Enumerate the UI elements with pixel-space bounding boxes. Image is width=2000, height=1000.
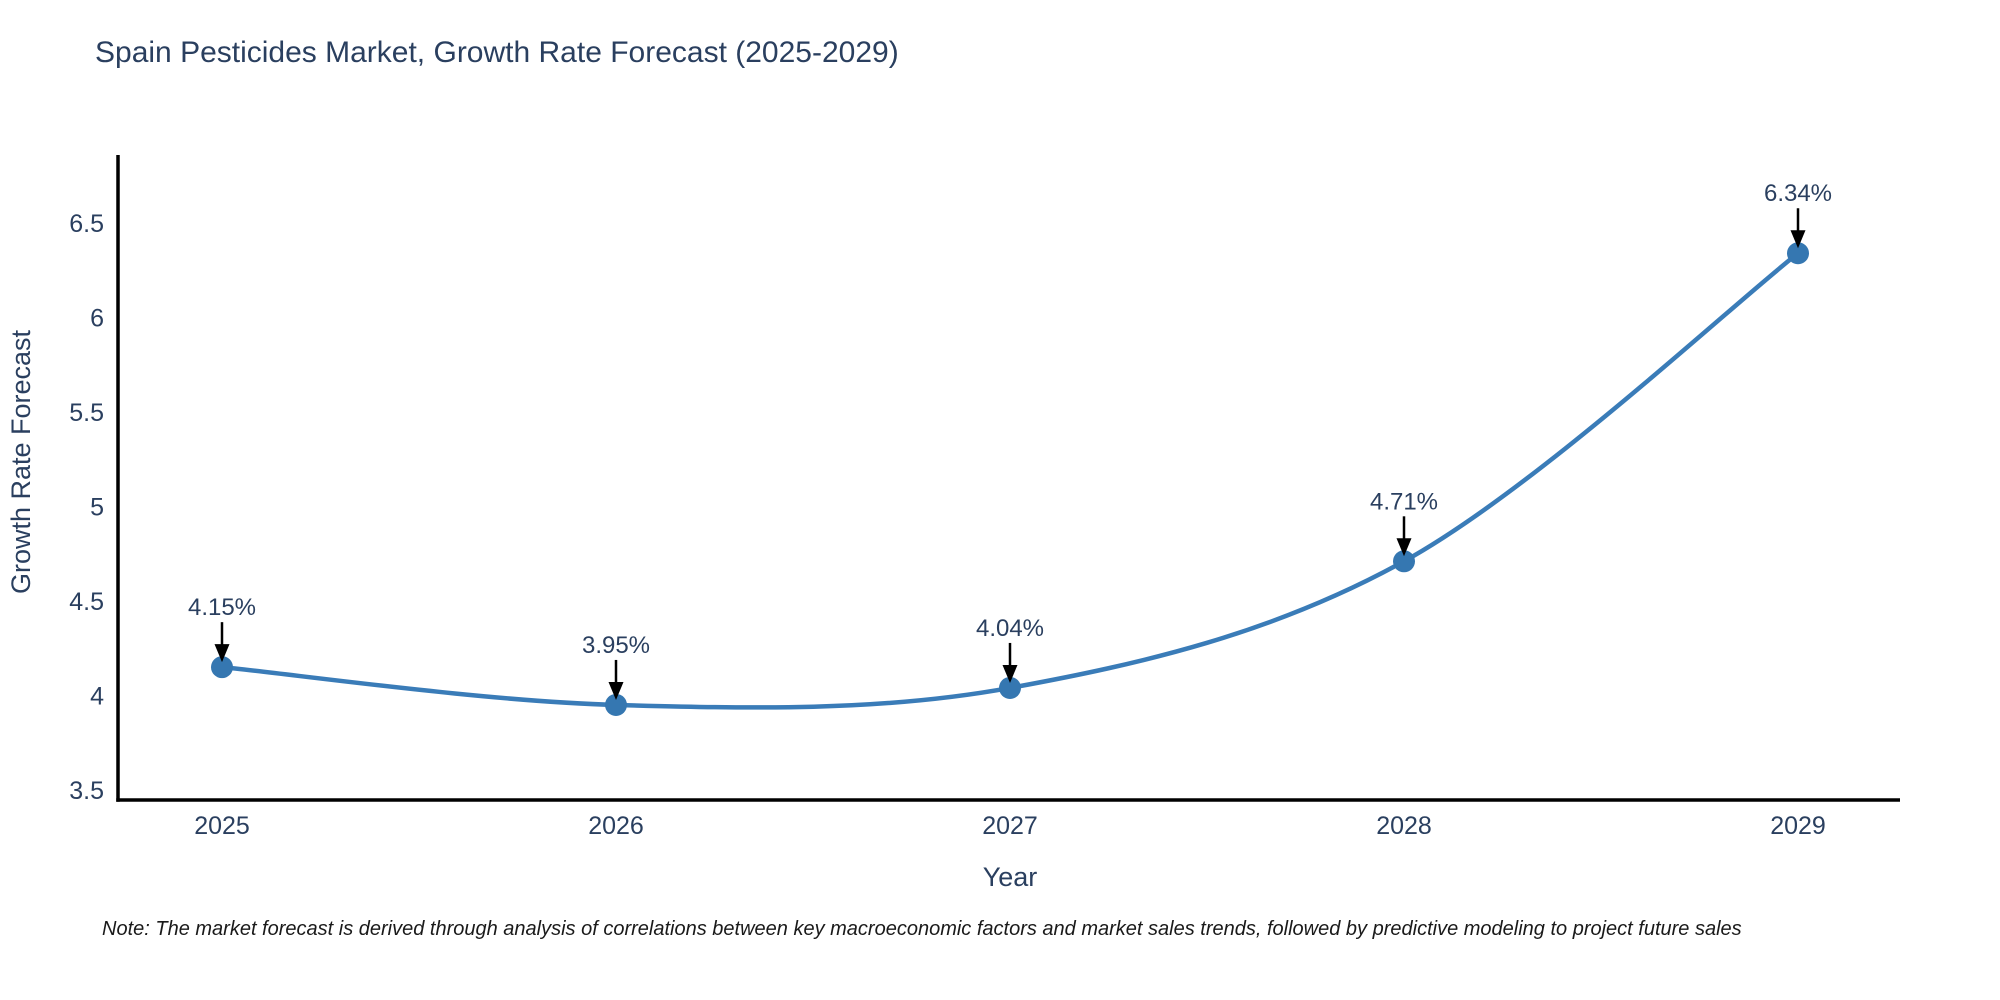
y-axis-title: Growth Rate Forecast: [6, 329, 36, 594]
data-point: [605, 693, 627, 716]
y-tick-label: 3.5: [69, 777, 104, 805]
y-tick-label: 6.5: [69, 210, 104, 238]
annotation-arrowhead: [1790, 230, 1806, 249]
chart-title: Spain Pesticides Market, Growth Rate For…: [95, 36, 899, 69]
x-tick-label: 2028: [1376, 812, 1432, 840]
x-tick-label: 2026: [588, 812, 644, 840]
y-tick-label: 6: [90, 305, 104, 333]
y-tick-label: 5: [90, 494, 104, 522]
x-tick-label: 2029: [1770, 812, 1826, 840]
annotation-arrowhead: [608, 681, 624, 700]
x-tick-label: 2027: [982, 812, 1038, 840]
point-value-label: 6.34%: [1764, 180, 1832, 207]
y-tick-label: 4.5: [69, 588, 104, 616]
data-point: [999, 676, 1021, 699]
annotation-arrowhead: [214, 644, 230, 663]
point-value-label: 4.71%: [1370, 488, 1438, 515]
point-value-label: 4.04%: [976, 615, 1044, 642]
y-tick-label: 4: [90, 683, 104, 711]
x-tick-label: 2025: [194, 812, 250, 840]
annotation-arrowhead: [1002, 664, 1018, 683]
annotation-arrowhead: [1396, 538, 1412, 557]
data-point: [1393, 550, 1415, 573]
point-value-label: 4.15%: [188, 594, 256, 621]
footnote: Note: The market forecast is derived thr…: [102, 918, 1742, 940]
x-axis-title: Year: [983, 862, 1038, 892]
point-value-label: 3.95%: [582, 632, 650, 659]
trend-line: [219, 250, 1801, 710]
data-point: [1787, 242, 1809, 265]
y-tick-label: 5.5: [69, 399, 104, 427]
data-point: [211, 656, 233, 679]
